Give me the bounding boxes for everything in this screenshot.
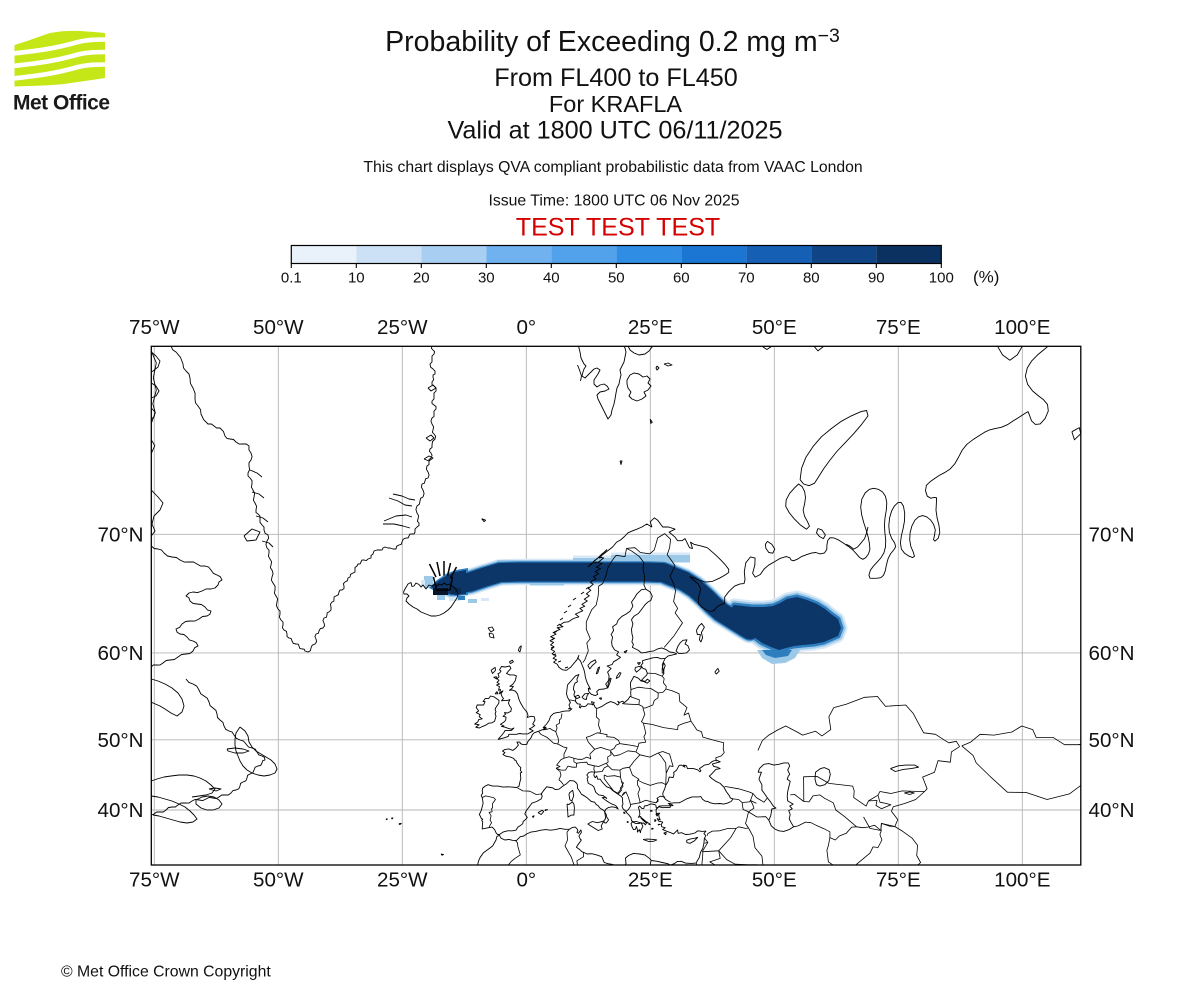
svg-text:50: 50 xyxy=(608,270,625,287)
svg-text:(%): (%) xyxy=(973,268,999,287)
svg-text:75°E: 75°E xyxy=(876,869,921,892)
svg-text:40: 40 xyxy=(543,270,560,287)
svg-text:Issue Time: 1800 UTC 06 Nov 20: Issue Time: 1800 UTC 06 Nov 2025 xyxy=(488,193,739,210)
svg-text:For KRAFLA: For KRAFLA xyxy=(549,91,683,117)
svg-text:From FL400 to FL450: From FL400 to FL450 xyxy=(494,64,738,92)
svg-text:100°E: 100°E xyxy=(994,869,1050,892)
svg-text:70°N: 70°N xyxy=(97,523,143,546)
svg-text:90: 90 xyxy=(868,270,885,287)
svg-text:75°W: 75°W xyxy=(129,869,180,892)
svg-text:TEST TEST TEST: TEST TEST TEST xyxy=(516,214,721,242)
svg-text:25°W: 25°W xyxy=(377,316,428,339)
svg-text:30: 30 xyxy=(478,270,495,287)
svg-text:0.1: 0.1 xyxy=(281,270,302,287)
svg-text:25°E: 25°E xyxy=(628,869,673,892)
svg-text:80: 80 xyxy=(803,270,820,287)
svg-text:Valid at 1800 UTC 06/11/2025: Valid at 1800 UTC 06/11/2025 xyxy=(447,117,782,145)
svg-text:This chart displays QVA compli: This chart displays QVA compliant probab… xyxy=(363,159,862,176)
svg-text:75°E: 75°E xyxy=(876,316,921,339)
svg-text:100°E: 100°E xyxy=(994,316,1050,339)
svg-text:40°N: 40°N xyxy=(1089,799,1135,822)
svg-text:50°N: 50°N xyxy=(97,729,143,752)
svg-text:50°N: 50°N xyxy=(1089,729,1135,752)
svg-text:100: 100 xyxy=(929,270,954,287)
svg-text:60°N: 60°N xyxy=(97,642,143,665)
svg-text:Probability of Exceeding 0.2 m: Probability of Exceeding 0.2 mg m−3 xyxy=(385,25,840,58)
svg-text:Met Office: Met Office xyxy=(13,92,110,115)
svg-text:25°E: 25°E xyxy=(628,316,673,339)
svg-text:50°W: 50°W xyxy=(253,316,304,339)
svg-text:60: 60 xyxy=(673,270,690,287)
svg-text:70: 70 xyxy=(738,270,755,287)
svg-text:0°: 0° xyxy=(516,869,536,892)
svg-text:50°E: 50°E xyxy=(752,869,797,892)
svg-text:60°N: 60°N xyxy=(1089,642,1135,665)
svg-text:10: 10 xyxy=(348,270,365,287)
svg-text:70°N: 70°N xyxy=(1089,523,1135,546)
svg-text:50°E: 50°E xyxy=(752,316,797,339)
svg-text:20: 20 xyxy=(413,270,430,287)
svg-text:© Met Office Crown Copyright: © Met Office Crown Copyright xyxy=(61,964,271,981)
svg-text:0°: 0° xyxy=(516,316,536,339)
svg-text:25°W: 25°W xyxy=(377,869,428,892)
svg-text:75°W: 75°W xyxy=(129,316,180,339)
svg-text:40°N: 40°N xyxy=(97,799,143,822)
svg-text:50°W: 50°W xyxy=(253,869,304,892)
